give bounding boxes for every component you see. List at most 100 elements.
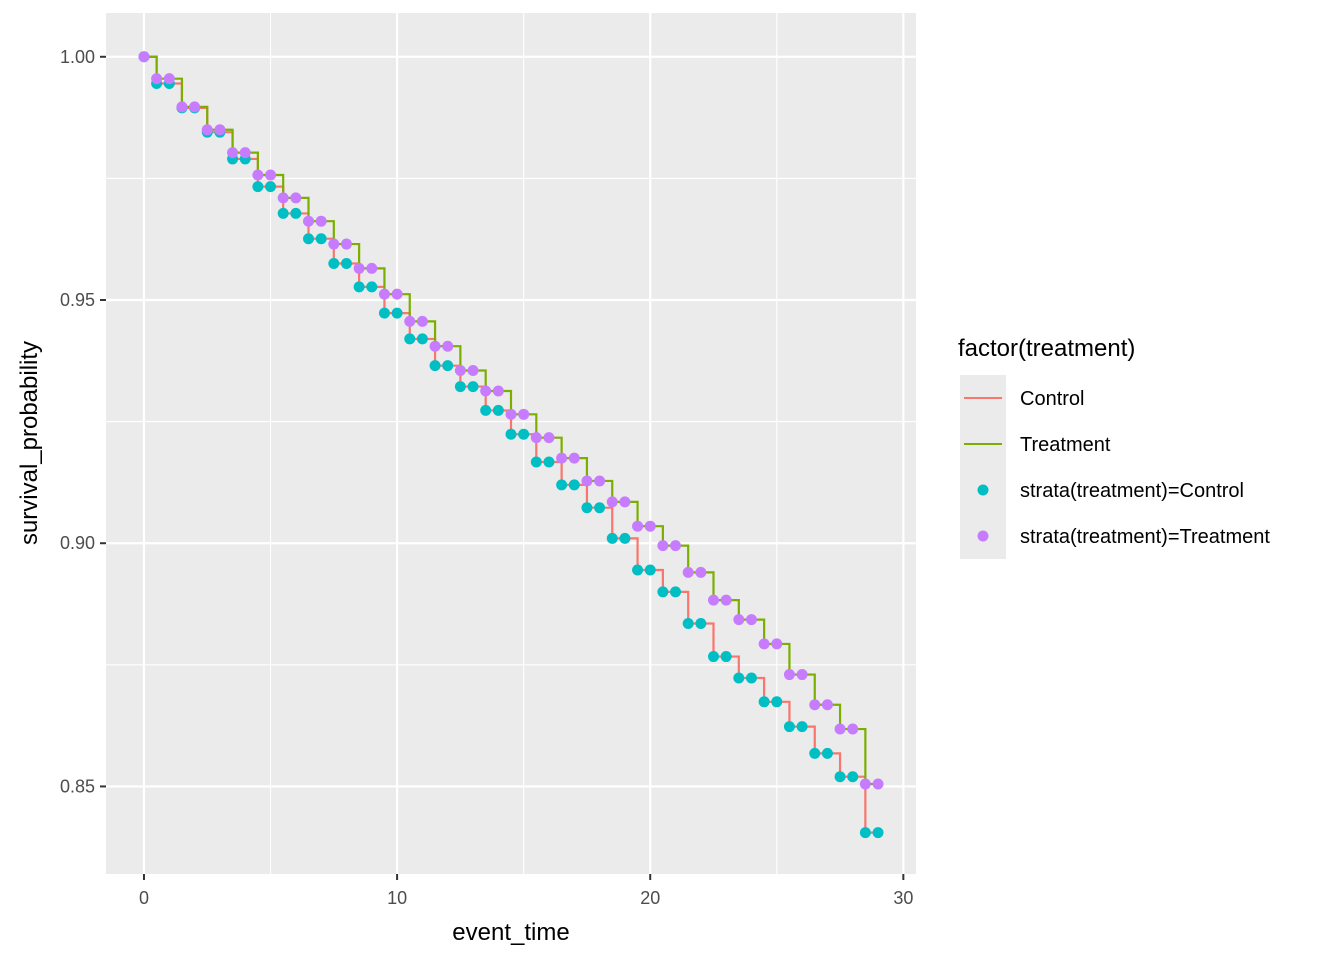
- point-strata-control: [695, 617, 707, 629]
- point-strata-control: [518, 428, 530, 440]
- point-strata-treatment: [214, 124, 226, 136]
- point-strata-treatment: [391, 288, 403, 300]
- point-strata-control: [708, 651, 719, 663]
- y-axis-title: survival_probability: [16, 341, 43, 545]
- point-strata-treatment: [568, 452, 580, 464]
- point-strata-treatment: [859, 778, 871, 790]
- legend-label-strata-control: strata(treatment)=Control: [1020, 480, 1244, 502]
- y-tick-label: 0.85: [60, 776, 95, 796]
- point-strata-control: [644, 564, 656, 576]
- point-strata-control: [290, 207, 302, 219]
- point-strata-treatment: [328, 238, 340, 250]
- point-strata-treatment: [809, 699, 821, 711]
- point-strata-control: [265, 181, 277, 193]
- point-strata-treatment: [151, 73, 163, 85]
- point-strata-control: [834, 771, 846, 783]
- x-tick-label: 20: [640, 888, 660, 908]
- point-strata-treatment: [695, 566, 707, 578]
- point-strata-control: [581, 502, 593, 514]
- legend-label-strata-treatment: strata(treatment)=Treatment: [1020, 526, 1270, 548]
- series-points: [138, 51, 884, 839]
- point-strata-control: [670, 586, 682, 598]
- point-strata-control: [277, 207, 289, 219]
- point-strata-treatment: [442, 340, 454, 352]
- point-strata-treatment: [834, 723, 846, 735]
- series-line-treatment: [143, 55, 879, 786]
- point-strata-treatment: [682, 566, 694, 578]
- point-strata-control: [480, 404, 492, 416]
- point-strata-treatment: [138, 51, 150, 63]
- point-strata-treatment: [163, 73, 175, 85]
- point-strata-treatment: [265, 169, 277, 181]
- point-strata-treatment: [581, 475, 593, 487]
- y-tick-label: 0.95: [60, 290, 95, 310]
- point-strata-treatment: [480, 385, 492, 397]
- point-strata-treatment: [796, 669, 808, 681]
- point-strata-control: [682, 617, 694, 629]
- point-strata-control: [467, 381, 479, 393]
- x-tick-label: 0: [139, 888, 149, 908]
- point-strata-treatment: [201, 124, 213, 136]
- point-strata-control: [315, 233, 327, 245]
- point-strata-treatment: [378, 288, 390, 300]
- point-strata-control: [378, 307, 390, 319]
- point-strata-treatment: [505, 408, 517, 420]
- point-strata-control: [745, 672, 757, 684]
- point-strata-treatment: [594, 475, 606, 487]
- point-strata-treatment: [783, 669, 795, 681]
- point-strata-control: [353, 281, 365, 293]
- point-strata-treatment: [467, 365, 479, 377]
- grid-major: [106, 13, 916, 874]
- point-strata-treatment: [340, 238, 352, 250]
- point-strata-control: [733, 672, 745, 684]
- point-strata-treatment: [821, 699, 833, 711]
- point-strata-control: [847, 771, 859, 783]
- point-strata-control: [416, 333, 428, 345]
- y-tick-label: 0.90: [60, 533, 95, 553]
- point-strata-control: [859, 827, 871, 839]
- point-strata-treatment: [227, 147, 239, 159]
- point-strata-treatment: [606, 496, 618, 508]
- x-axis-title: event_time: [452, 919, 569, 946]
- series-line-control: [143, 55, 879, 834]
- point-strata-control: [796, 721, 808, 733]
- point-strata-control: [632, 564, 644, 576]
- point-strata-control: [821, 747, 833, 759]
- point-strata-control: [568, 479, 580, 491]
- point-strata-treatment: [530, 432, 542, 444]
- point-strata-control: [505, 428, 517, 440]
- point-strata-control: [429, 360, 441, 372]
- point-strata-treatment: [670, 540, 682, 552]
- point-strata-treatment: [277, 192, 289, 204]
- point-strata-treatment: [720, 594, 732, 606]
- legend: factor(treatment) Control Treatment stra…: [958, 335, 1270, 559]
- x-tick-label: 30: [893, 888, 913, 908]
- point-strata-control: [783, 721, 795, 733]
- point-strata-control: [657, 586, 669, 598]
- point-strata-control: [328, 258, 340, 270]
- point-strata-control: [556, 479, 568, 491]
- point-strata-control: [872, 827, 884, 839]
- point-strata-control: [594, 502, 606, 514]
- point-strata-treatment: [303, 215, 314, 227]
- point-strata-treatment: [492, 385, 504, 397]
- point-strata-treatment: [429, 340, 441, 352]
- y-tick-label: 1.00: [60, 47, 95, 67]
- point-strata-control: [619, 532, 631, 544]
- point-strata-control: [454, 381, 466, 393]
- point-strata-control: [252, 181, 264, 193]
- legend-label-treatment: Treatment: [1020, 434, 1111, 456]
- legend-key-strata-control-point: [977, 484, 989, 496]
- point-strata-control: [303, 233, 314, 245]
- x-axis: 0 10 20 30: [139, 874, 913, 908]
- point-strata-treatment: [619, 496, 631, 508]
- point-strata-control: [606, 532, 618, 544]
- point-strata-treatment: [353, 262, 365, 274]
- plot-panel: [106, 13, 916, 874]
- point-strata-control: [771, 696, 783, 708]
- point-strata-treatment: [556, 452, 568, 464]
- point-strata-control: [758, 696, 770, 708]
- point-strata-treatment: [404, 315, 416, 327]
- point-strata-control: [404, 333, 416, 345]
